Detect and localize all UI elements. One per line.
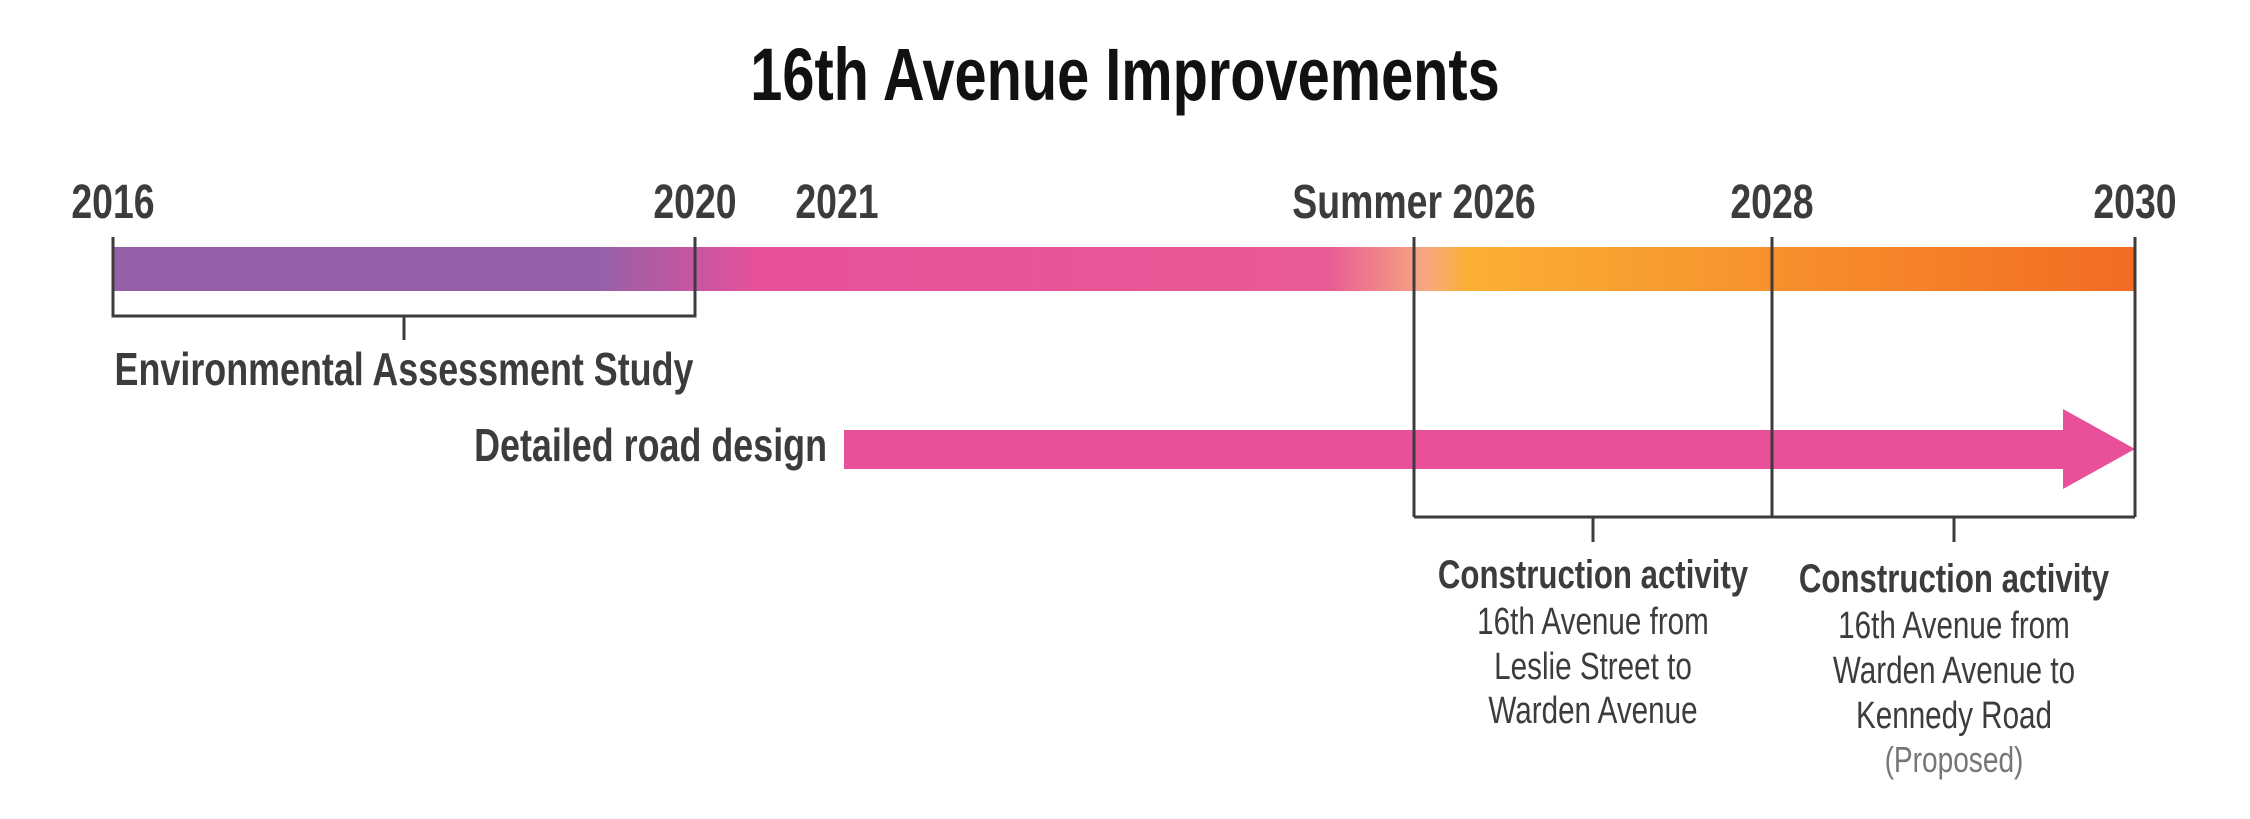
phase-line: 16th Avenue from <box>1477 601 1709 643</box>
phase-label: Environmental Assessment Study <box>115 344 694 395</box>
arrow <box>844 409 2135 489</box>
milestone: 2030 <box>2093 176 2176 230</box>
phase-line: Leslie Street to <box>1494 646 1692 688</box>
milestone: 2021 <box>795 176 878 230</box>
phase-title: Construction activity <box>1799 556 2109 601</box>
phase-title: Construction activity <box>1438 552 1748 597</box>
phase-line: Warden Avenue to <box>1833 650 2075 692</box>
milestone: 2016 <box>71 176 154 230</box>
milestone: Summer 2026 <box>1292 176 1535 230</box>
phase-line: 16th Avenue from <box>1838 605 2070 647</box>
title: 16th Avenue Improvements <box>750 34 1499 117</box>
phase-line: Kennedy Road <box>1856 695 2052 737</box>
timeline-bar <box>113 247 2135 291</box>
phase-line: Warden Avenue <box>1488 690 1697 732</box>
milestone: 2020 <box>653 176 736 230</box>
phase-note: (Proposed) <box>1885 740 2024 780</box>
phase-label: Detailed road design <box>474 420 827 471</box>
milestone: 2028 <box>1730 176 1813 230</box>
